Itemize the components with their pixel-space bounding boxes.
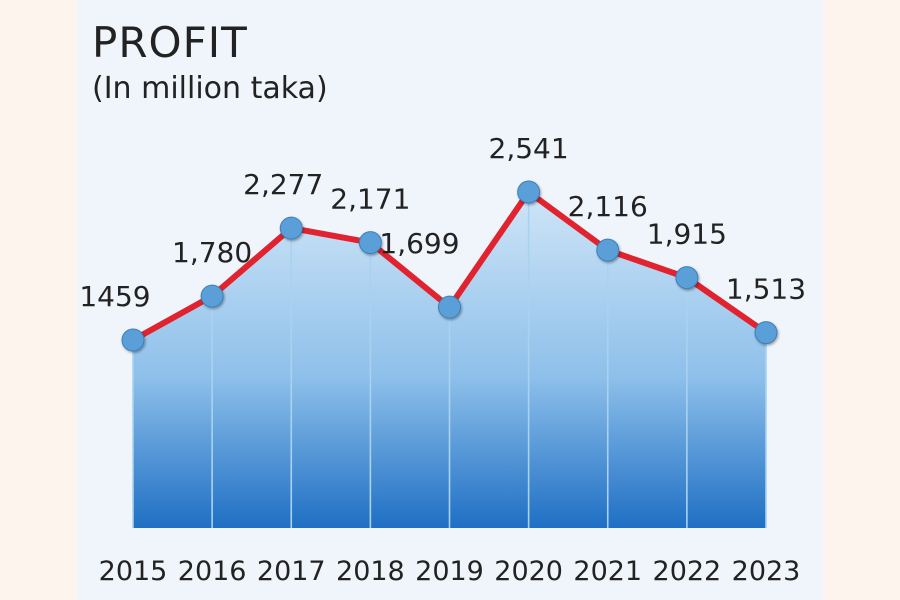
x-tick-2016: 2016 — [178, 556, 247, 587]
x-tick-2022: 2022 — [653, 556, 722, 587]
value-label-2017: 2,277 — [243, 168, 323, 201]
x-tick-2020: 2020 — [494, 556, 563, 587]
value-label-2020: 2,541 — [489, 132, 569, 165]
data-point-2020 — [517, 180, 541, 204]
x-tick-2021: 2021 — [573, 556, 642, 587]
x-tick-2019: 2019 — [415, 556, 484, 587]
chart-title: PROFIT — [92, 18, 248, 67]
data-point-2015 — [121, 328, 145, 352]
value-label-2016: 1,780 — [172, 236, 252, 269]
value-label-2023: 1,513 — [726, 273, 806, 306]
x-tick-2017: 2017 — [257, 556, 326, 587]
value-label-2019: 1,699 — [379, 227, 459, 260]
data-point-2022 — [675, 266, 699, 290]
chart-subtitle: (In million taka) — [92, 71, 328, 106]
data-point-2019 — [438, 295, 461, 319]
value-label-2018: 2,171 — [330, 183, 410, 216]
data-point-2021 — [596, 238, 620, 262]
data-point-2023 — [754, 321, 778, 345]
x-tick-2023: 2023 — [732, 556, 801, 587]
x-tick-2018: 2018 — [336, 556, 405, 587]
data-point-2016 — [200, 284, 224, 308]
value-label-2015: 1459 — [79, 280, 150, 313]
data-point-2017 — [279, 216, 303, 240]
x-tick-2015: 2015 — [99, 556, 168, 587]
value-label-2021: 2,116 — [568, 190, 648, 223]
value-label-2022: 1,915 — [647, 218, 727, 251]
data-point-2018 — [358, 231, 382, 255]
